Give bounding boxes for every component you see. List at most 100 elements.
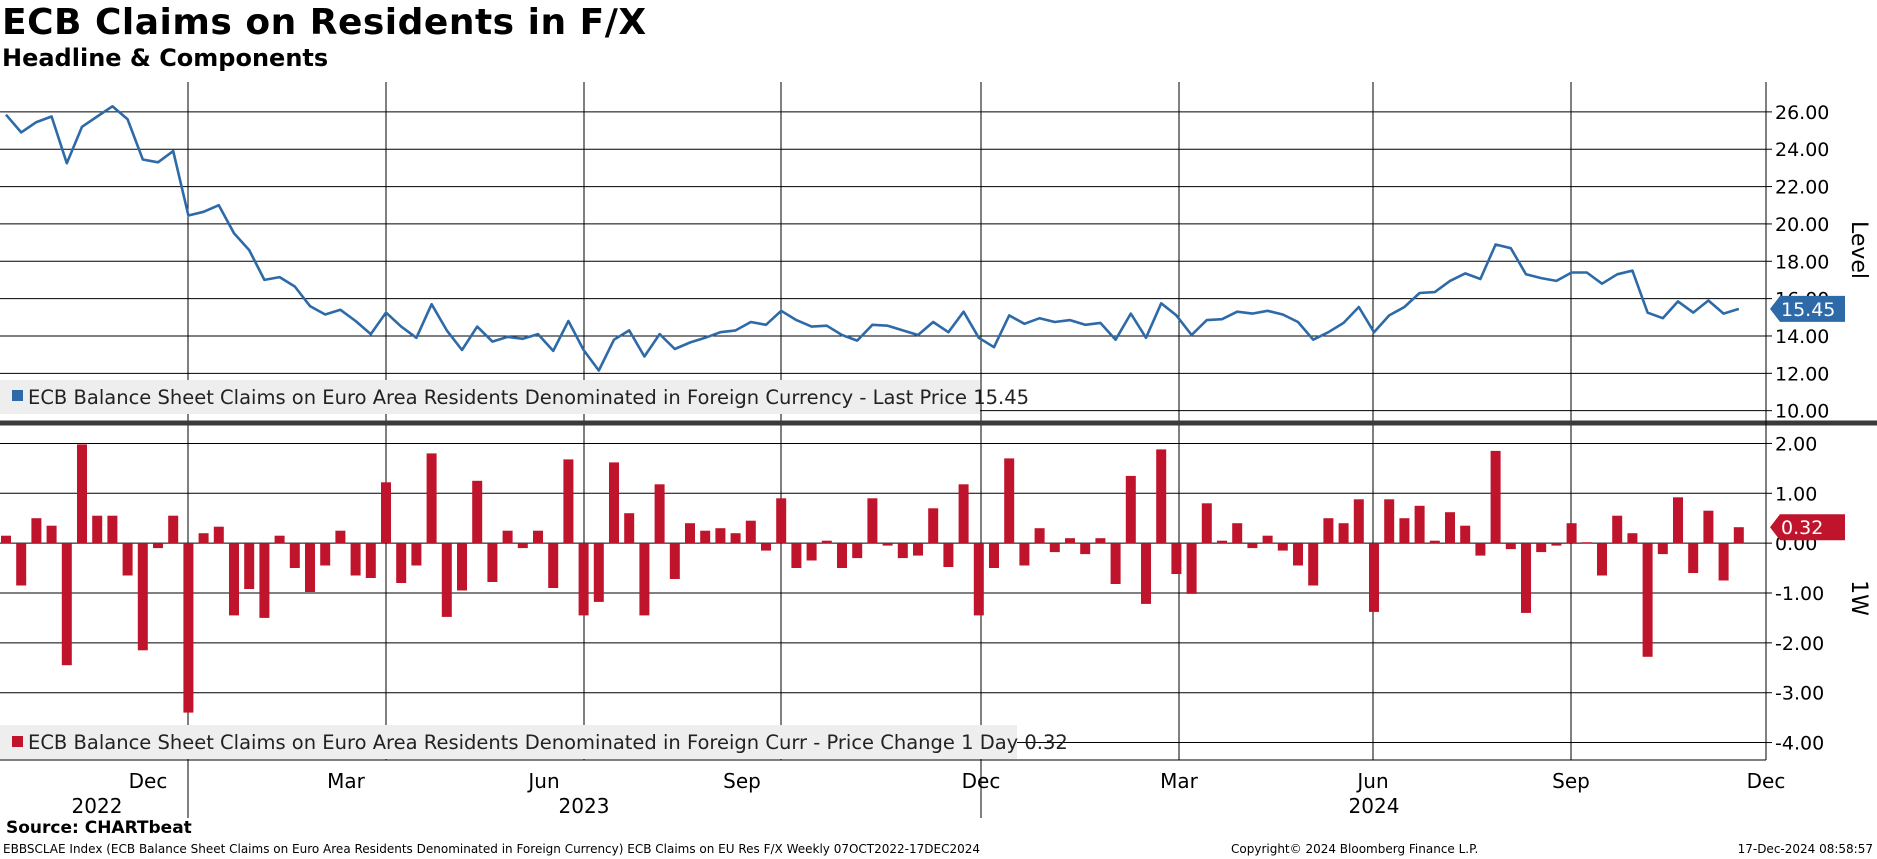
x-month-label: Mar [327,769,366,793]
change-bar [457,543,467,591]
change-bar [517,543,528,549]
top-y-tick-label: 26.00 [1775,102,1829,124]
change-bar [487,543,498,582]
bottom-y-tick-label: -3.00 [1775,683,1824,705]
change-bar [1156,449,1167,544]
x-month-label: Jun [526,769,559,793]
change-bar [1429,540,1440,544]
footer-timestamp: 17-Dec-2024 08:58:57 [1737,842,1873,856]
bottom-y-tick-label: 1.00 [1775,483,1817,505]
last-value-tag-top-shape [1770,295,1845,322]
bottom-y-tick-label: -2.00 [1775,633,1824,655]
change-bar [1125,475,1136,544]
change-bar [259,543,270,618]
change-bar [609,462,619,544]
bottom-y-tick-label: -1.00 [1775,583,1824,605]
change-bar [1019,543,1030,566]
change-bar [928,508,939,544]
change-bar [1505,543,1516,550]
change-bar [1277,543,1288,551]
change-bar [168,515,179,544]
chart-title: ECB Claims on Residents in F/X [2,2,647,43]
change-bar [989,543,999,568]
x-year-label: 2024 [1349,794,1400,818]
change-bar [1688,543,1699,573]
change-bar [1581,542,1592,544]
change-bar [654,484,665,544]
change-bar [1338,523,1349,544]
change-bar [350,543,361,576]
change-bar [1034,528,1045,544]
change-bar [1262,535,1273,544]
change-bar [669,543,680,579]
x-month-label: Dec [129,769,168,793]
top-panel [5,105,1740,372]
top-y-tick-label: 18.00 [1775,251,1829,273]
bottom-legend-swatch [12,736,23,747]
change-bar [913,543,923,556]
change-bar [1293,543,1303,566]
change-bar [1384,499,1395,544]
level-series-line [5,105,1740,372]
change-bar [730,533,741,544]
x-month-label: Dec [1747,769,1786,793]
change-bar [1627,533,1638,544]
change-bar [153,543,163,549]
last-value-tag-bottom-text: 0.32 [1781,517,1823,539]
legend-layer: ECB Balance Sheet Claims on Euro Area Re… [0,380,1068,759]
change-bar [1657,543,1668,555]
change-bar [381,482,391,544]
change-bar [897,543,908,559]
last-value-tag-top-text: 15.45 [1781,299,1835,321]
change-bar [548,543,559,588]
change-bar [229,543,239,616]
change-bar [472,480,483,544]
change-bar [502,530,513,544]
change-bar [1460,525,1471,544]
change-bar [305,543,315,592]
axes-layer: 10.0012.0014.0016.0018.0020.0022.0024.00… [0,82,1877,818]
change-bar [776,498,787,544]
change-bar [700,530,711,544]
change-bar [365,543,376,578]
change-bar [92,515,103,544]
change-bar [761,543,771,551]
last-value-tag-bottom-shape [1770,514,1845,541]
change-bar [882,543,893,546]
top-legend-swatch [12,390,23,401]
change-bar [1536,543,1547,553]
footer-description: EBBSCLAE Index (ECB Balance Sheet Claims… [3,842,981,856]
bottom-y-tick-label: 2.00 [1775,433,1817,455]
change-bar [1673,497,1683,544]
change-bar [624,513,635,544]
change-bar [411,543,422,566]
change-bar [1703,510,1714,544]
change-bar [1004,458,1015,544]
change-bar [1521,543,1531,613]
change-bar [1308,543,1319,586]
top-y-tick-label: 12.00 [1775,363,1829,385]
change-bar [1597,543,1607,576]
top-y-tick-label: 10.00 [1775,401,1829,423]
change-bar [1049,543,1060,553]
change-bar [335,530,346,544]
change-bar [806,543,817,561]
change-bar [943,543,954,567]
change-bar [593,543,604,602]
x-year-label: 2023 [559,794,610,818]
top-y-tick-label: 24.00 [1775,139,1829,161]
top-axis-label: Level [1846,221,1871,279]
top-legend-box [0,380,980,414]
x-month-label: Sep [723,769,761,793]
change-bar [1065,538,1075,544]
change-bar [837,543,847,568]
change-bar [320,543,331,566]
change-bar [1445,512,1455,544]
change-bar [791,543,802,568]
change-bar [1201,503,1212,544]
change-bar [1110,543,1121,584]
top-y-tick-label: 20.00 [1775,214,1829,236]
change-bar [1414,505,1425,544]
change-bar [1718,543,1729,581]
